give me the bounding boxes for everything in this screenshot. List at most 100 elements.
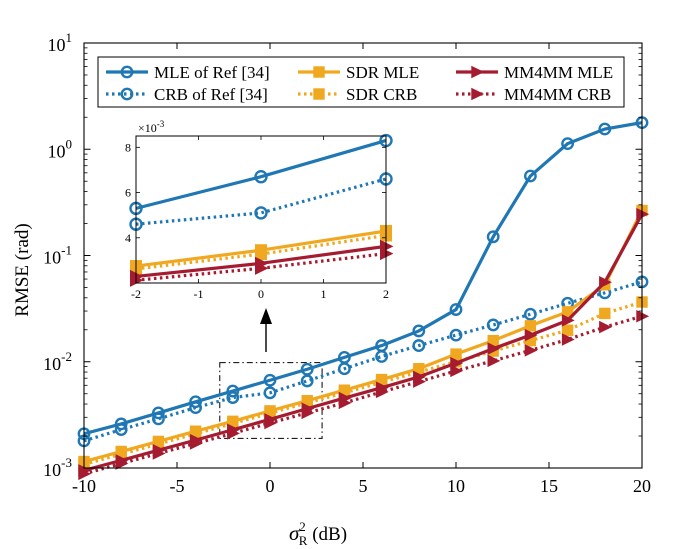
legend-marker [120,65,134,79]
legend-label: SDR MLE [346,63,419,82]
inset-x-tick-label: -1 [194,287,204,301]
y-tick-label: 10-3 [43,455,72,480]
zoom-region-box [219,362,323,439]
inset-plot: -2 -1 0 1 2 4 6 8 ×10-3 [125,119,394,301]
inset-scale-label: ×10-3 [138,119,165,135]
legend-label: CRB of Ref [34] [154,85,268,104]
x-tick-label: 20 [633,476,651,496]
data-point [598,122,612,136]
legend-item-2: SDR MLE [298,63,419,82]
data-point [300,374,314,388]
legend-marker [313,88,325,100]
data-point [114,423,128,436]
data-point [375,385,389,399]
data-point [114,417,128,431]
data-point [449,328,463,342]
zoom-box-rect [219,362,323,439]
data-point [599,275,612,289]
data-point [338,396,352,410]
legend-label: SDR CRB [346,85,417,104]
data-point [189,395,203,409]
data-point [449,303,463,316]
inset-x-tick-label: 2 [383,287,389,301]
x-axis-label: σ2 R (dB) [289,519,347,548]
series-line-1 [83,280,643,443]
x-axis-label-sup: 2 [299,519,306,534]
data-point [375,350,388,363]
main-series-group [77,116,650,481]
data-point [115,457,129,470]
inset-series-line-3 [135,233,387,271]
x-axis-label-unit: (dB) [307,524,347,545]
data-point [78,467,92,481]
inset-x-tick-label: -2 [131,287,141,301]
inset-series-line-1 [135,177,387,226]
data-point [561,314,575,327]
data-point [227,427,240,440]
inset-y-tick-label: 8 [125,140,131,154]
data-point [337,362,351,376]
x-tick-label: 10 [447,476,465,496]
inset-data-point [254,170,268,184]
series-line-4 [83,213,644,472]
data-point [450,364,464,378]
inset-series-line-0 [135,138,387,210]
x-axis-label-symbol: σ [289,521,301,545]
data-point [226,391,240,404]
legend-marker [471,65,485,79]
x-tick-label: 5 [359,476,368,496]
series-5 [78,310,650,481]
data-point [264,416,278,430]
data-point [599,320,612,334]
data-point [561,137,574,151]
x-tick-label: -10 [72,476,96,496]
legend-label: MLE of Ref [34] [154,63,270,82]
legend-label: MM4MM MLE [504,63,613,82]
y-tick-label: 10-1 [43,243,72,268]
data-point [524,328,538,342]
data-point [412,339,426,352]
x-tick-label: 15 [540,476,558,496]
inset-y-tick-label: 6 [125,186,131,200]
data-point [486,230,500,244]
legend-marker [120,87,134,101]
inset-y-tick-label: 4 [125,231,131,245]
legend-box [97,56,625,108]
series-line-0 [83,121,643,436]
inset-data-point [254,206,268,220]
legend-item-4: MM4MM MLE [456,63,613,82]
data-point [152,447,166,460]
legend: MLE of Ref [34] CRB of Ref [34] SDR MLE SDR… [97,56,625,108]
data-point [524,320,537,332]
data-point [561,324,574,336]
inset-x-tick-label: 1 [321,287,327,301]
data-point [412,324,426,338]
data-point [487,354,501,368]
data-point [226,384,240,398]
data-point [524,344,538,357]
data-point [413,375,426,388]
legend-item-1: CRB of Ref [34] [106,85,268,104]
inset-data-point [255,248,267,261]
y-tick-label: 101 [48,30,73,55]
data-point [151,406,165,420]
data-point [487,342,501,355]
data-point [189,401,203,415]
data-point [300,362,314,376]
data-point [561,333,575,346]
inset-x-tick-label: 0 [258,287,264,301]
data-point [189,437,203,450]
data-point [301,406,315,420]
data-point [524,169,537,183]
x-axis-label-sub: R [299,533,308,548]
legend-item-3: SDR CRB [298,85,417,104]
data-point [486,318,500,332]
series-line-5 [83,314,643,476]
data-point [524,307,537,321]
x-tick-label: 0 [266,476,275,496]
series-line-3 [83,300,643,466]
legend-item-0: MLE of Ref [34] [106,63,270,82]
data-point [151,412,165,426]
data-point [263,373,277,387]
